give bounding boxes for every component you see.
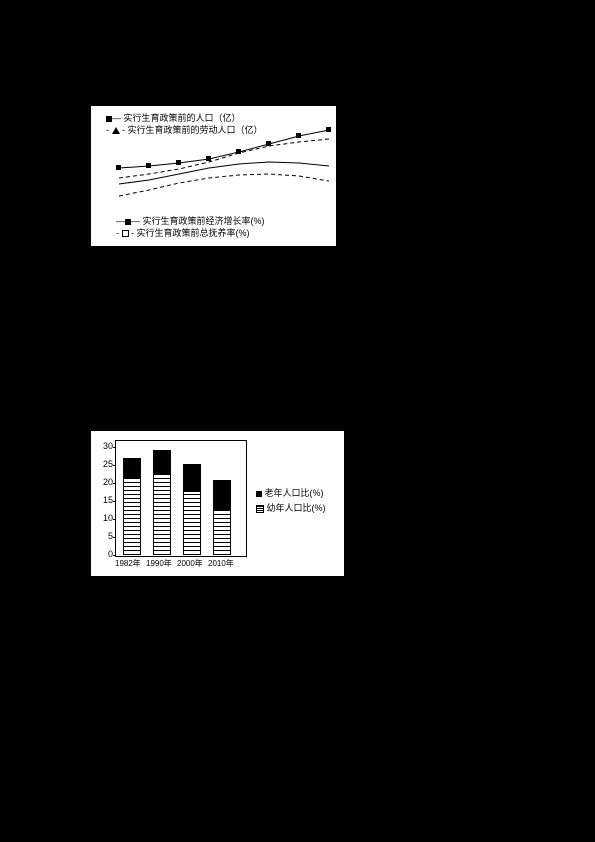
y-tick: 15 bbox=[97, 495, 113, 505]
tick bbox=[113, 519, 116, 520]
tick bbox=[113, 501, 116, 502]
bar-solid bbox=[213, 480, 231, 511]
bar-solid bbox=[183, 464, 201, 492]
y-tick: 5 bbox=[97, 531, 113, 541]
x-label: 1982年 bbox=[115, 558, 141, 569]
filled-square-icon bbox=[125, 219, 131, 225]
legend-item-4: - - 实行生育政策前总抚养率(%) bbox=[116, 226, 250, 239]
bar-striped bbox=[153, 472, 171, 555]
series-line-2 bbox=[119, 139, 329, 178]
legend-item-striped: 幼年人口比(%) bbox=[256, 501, 326, 514]
y-tick: 25 bbox=[97, 459, 113, 469]
legend-label: 幼年人口比(%) bbox=[267, 503, 326, 513]
bar-solid bbox=[123, 458, 141, 478]
bar-striped bbox=[213, 509, 231, 555]
tick bbox=[113, 537, 116, 538]
striped-square-icon bbox=[256, 505, 264, 513]
bar-striped bbox=[183, 490, 201, 555]
open-square-icon bbox=[122, 230, 129, 237]
tick bbox=[113, 483, 116, 484]
legend-label: 实行生育政策前经济增长率(%) bbox=[143, 216, 265, 226]
bar-solid bbox=[153, 450, 171, 474]
series-line-4 bbox=[119, 174, 329, 196]
x-label: 2010年 bbox=[208, 558, 234, 569]
y-tick: 20 bbox=[97, 477, 113, 487]
x-label: 1990年 bbox=[146, 558, 172, 569]
tick bbox=[113, 465, 116, 466]
filled-square-icon bbox=[256, 491, 262, 497]
tick bbox=[113, 555, 116, 556]
y-tick: 0 bbox=[97, 549, 113, 559]
legend-label: 老年人口比(%) bbox=[265, 488, 324, 498]
legend-item-solid: 老年人口比(%) bbox=[256, 486, 324, 499]
tick bbox=[113, 447, 116, 448]
y-tick: 10 bbox=[97, 513, 113, 523]
x-label: 2000年 bbox=[177, 558, 203, 569]
bar-chart-panel: 0 5 10 15 20 25 30 1982年 1990年 2000年 201… bbox=[90, 430, 345, 577]
y-tick: 30 bbox=[97, 441, 113, 451]
bar-striped bbox=[123, 476, 141, 555]
legend-label: 实行生育政策前总抚养率(%) bbox=[137, 228, 250, 238]
line-chart-panel: — 实行生育政策前的人口（亿） - - 实行生育政策前的劳动人口（亿） —— 实… bbox=[90, 105, 337, 247]
